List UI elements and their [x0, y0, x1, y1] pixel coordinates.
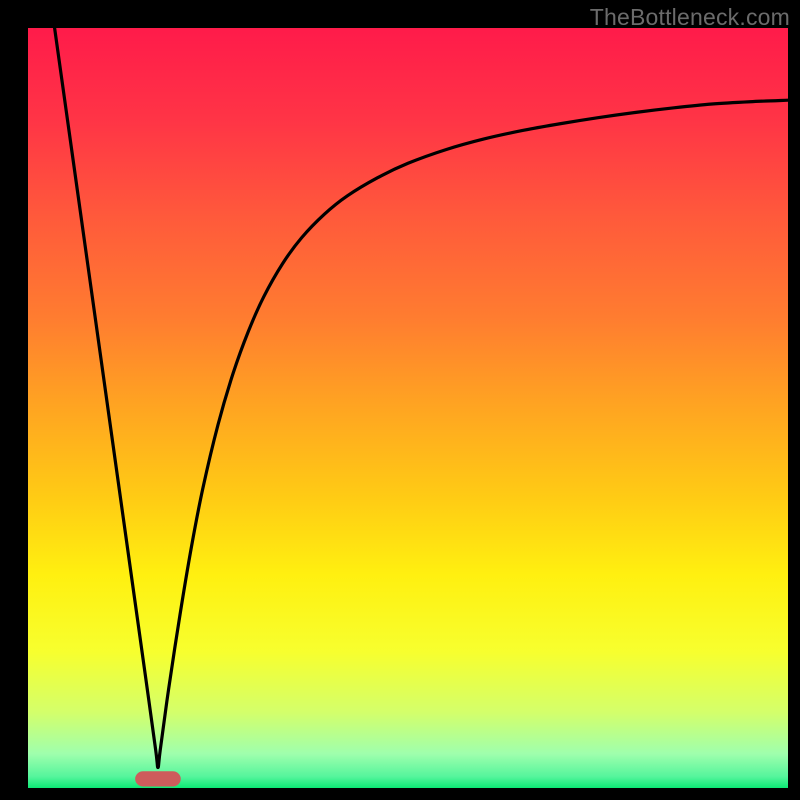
bottleneck-chart: TheBottleneck.com	[0, 0, 800, 800]
chart-svg	[0, 0, 800, 800]
chart-background	[28, 28, 788, 788]
watermark-text: TheBottleneck.com	[590, 4, 790, 31]
optimal-marker	[135, 771, 181, 786]
